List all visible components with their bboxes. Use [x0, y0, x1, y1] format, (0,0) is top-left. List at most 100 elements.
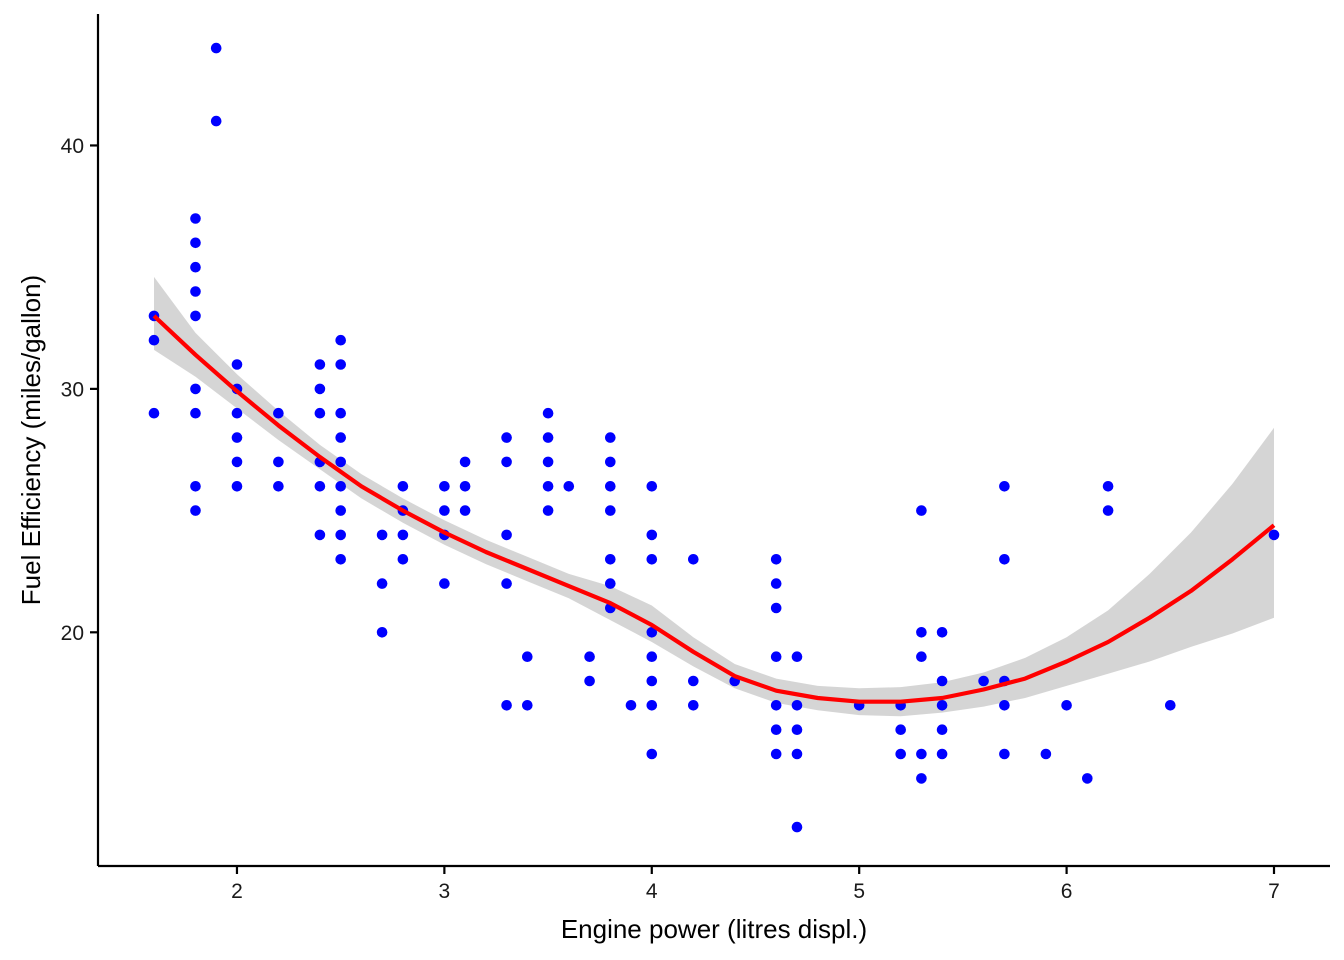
data-point — [314, 383, 326, 395]
data-point — [646, 627, 658, 638]
data-point — [314, 359, 326, 370]
data-point — [314, 407, 326, 419]
data-point — [688, 675, 699, 687]
data-point — [335, 432, 347, 443]
data-point — [501, 700, 512, 711]
data-point — [273, 481, 284, 492]
data-point — [791, 748, 803, 760]
data-point — [770, 748, 782, 760]
data-point — [190, 383, 201, 395]
data-point — [459, 481, 471, 492]
data-point — [584, 651, 595, 662]
axes-layer — [96, 14, 1330, 868]
data-point — [542, 407, 554, 419]
data-point — [770, 651, 782, 662]
data-point — [916, 627, 927, 638]
data-point — [999, 700, 1010, 711]
data-point — [335, 359, 347, 370]
data-point — [770, 700, 782, 711]
data-point — [231, 359, 243, 370]
data-point — [770, 602, 782, 614]
x-ticks: 2 3 4 5 6 7 — [231, 866, 1280, 903]
x-tick-label: 7 — [1268, 880, 1280, 903]
data-point — [605, 554, 616, 565]
confidence-band-layer — [154, 276, 1274, 717]
data-point — [190, 213, 201, 224]
data-point — [605, 578, 616, 589]
data-point — [646, 481, 658, 492]
data-point — [542, 481, 554, 492]
data-point — [936, 700, 948, 711]
data-point — [605, 481, 616, 492]
data-point — [335, 529, 347, 541]
data-point — [646, 554, 658, 565]
data-point — [646, 529, 658, 541]
x-tick-label: 2 — [231, 880, 243, 903]
confidence-band — [154, 276, 1274, 717]
data-point — [190, 407, 201, 419]
y-tick-label: 30 — [61, 378, 84, 401]
data-point — [936, 748, 948, 760]
data-point — [770, 578, 782, 589]
data-point — [916, 505, 927, 516]
data-point — [439, 578, 450, 589]
data-point — [916, 748, 927, 760]
data-point — [148, 334, 160, 346]
data-point — [646, 748, 658, 760]
smooth-line — [152, 314, 1276, 704]
data-point — [522, 700, 533, 711]
data-point — [335, 456, 347, 468]
data-point — [190, 481, 201, 492]
data-point — [190, 505, 201, 516]
data-point — [1061, 700, 1072, 711]
data-point — [791, 724, 803, 735]
data-point — [1102, 481, 1114, 492]
data-point — [916, 773, 927, 784]
data-point — [936, 724, 948, 735]
data-point — [688, 554, 699, 565]
data-point — [1268, 529, 1280, 541]
data-point — [646, 675, 658, 687]
data-point — [791, 700, 803, 711]
data-point — [397, 481, 409, 492]
data-point — [999, 748, 1010, 760]
smooth-line-layer — [152, 314, 1276, 704]
data-point — [314, 529, 326, 541]
data-point — [335, 554, 347, 565]
data-point — [190, 286, 201, 297]
data-point — [791, 821, 803, 833]
x-axis-title: Engine power (litres displ.) — [561, 914, 867, 944]
data-point — [770, 724, 782, 735]
data-point — [625, 700, 637, 711]
data-point — [335, 505, 347, 516]
data-point — [501, 529, 512, 541]
data-point — [978, 675, 989, 687]
data-point — [936, 627, 948, 638]
data-point — [542, 505, 554, 516]
data-point — [916, 651, 927, 662]
data-point — [895, 724, 906, 735]
data-point — [439, 481, 450, 492]
data-point — [646, 700, 658, 711]
y-tick-label: 40 — [61, 135, 84, 158]
data-point — [501, 456, 512, 468]
data-point — [501, 432, 512, 443]
data-point — [397, 554, 409, 565]
x-tick-label: 5 — [853, 880, 865, 903]
data-point — [190, 261, 201, 273]
data-point — [522, 651, 533, 662]
data-point — [231, 456, 243, 468]
data-point — [335, 334, 347, 346]
data-point — [999, 554, 1010, 565]
data-point — [335, 407, 347, 419]
data-point — [770, 554, 782, 565]
x-tick-label: 3 — [439, 880, 451, 903]
data-point — [459, 456, 471, 468]
data-point — [605, 456, 616, 468]
data-point — [190, 237, 201, 249]
data-point — [459, 505, 471, 516]
data-point — [1102, 505, 1114, 516]
data-point — [231, 407, 243, 419]
data-point — [210, 115, 222, 127]
